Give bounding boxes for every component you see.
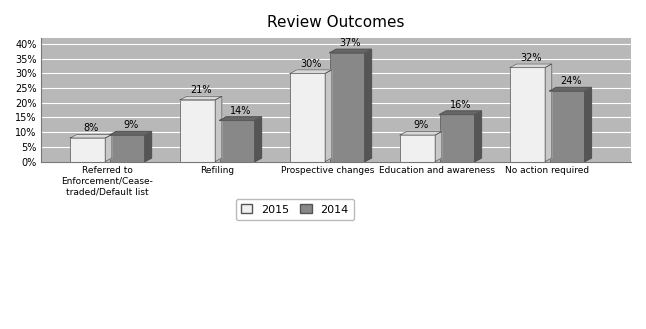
FancyBboxPatch shape (110, 135, 145, 162)
Title: Review Outcomes: Review Outcomes (267, 15, 405, 30)
Text: 16%: 16% (450, 100, 471, 110)
FancyBboxPatch shape (70, 138, 105, 162)
FancyBboxPatch shape (510, 67, 545, 162)
Polygon shape (215, 96, 222, 162)
Polygon shape (220, 117, 262, 120)
Text: 9%: 9% (413, 120, 428, 130)
Polygon shape (329, 49, 371, 53)
Polygon shape (550, 88, 591, 91)
Text: 9%: 9% (123, 120, 138, 130)
Polygon shape (70, 135, 112, 138)
Text: 21%: 21% (190, 85, 212, 95)
Polygon shape (365, 49, 371, 162)
Text: 32%: 32% (520, 53, 541, 63)
Polygon shape (110, 132, 151, 135)
FancyBboxPatch shape (220, 120, 255, 162)
Polygon shape (145, 132, 151, 162)
Polygon shape (325, 70, 332, 162)
FancyBboxPatch shape (550, 91, 585, 162)
Polygon shape (545, 64, 552, 162)
FancyBboxPatch shape (329, 53, 365, 162)
Polygon shape (255, 117, 262, 162)
Polygon shape (180, 96, 222, 100)
Polygon shape (440, 111, 481, 114)
Polygon shape (290, 70, 332, 73)
Text: 14%: 14% (230, 106, 251, 116)
FancyBboxPatch shape (180, 100, 215, 162)
Legend: 2015, 2014: 2015, 2014 (236, 199, 354, 220)
Text: 30%: 30% (300, 59, 322, 69)
Polygon shape (400, 132, 442, 135)
Text: 8%: 8% (83, 123, 99, 133)
Text: 37%: 37% (340, 38, 361, 48)
FancyBboxPatch shape (290, 73, 325, 162)
Text: 24%: 24% (559, 76, 581, 86)
FancyBboxPatch shape (400, 135, 435, 162)
FancyBboxPatch shape (440, 114, 475, 162)
Polygon shape (475, 111, 481, 162)
Polygon shape (105, 135, 112, 162)
Polygon shape (510, 64, 552, 67)
Polygon shape (435, 132, 442, 162)
Polygon shape (585, 88, 591, 162)
